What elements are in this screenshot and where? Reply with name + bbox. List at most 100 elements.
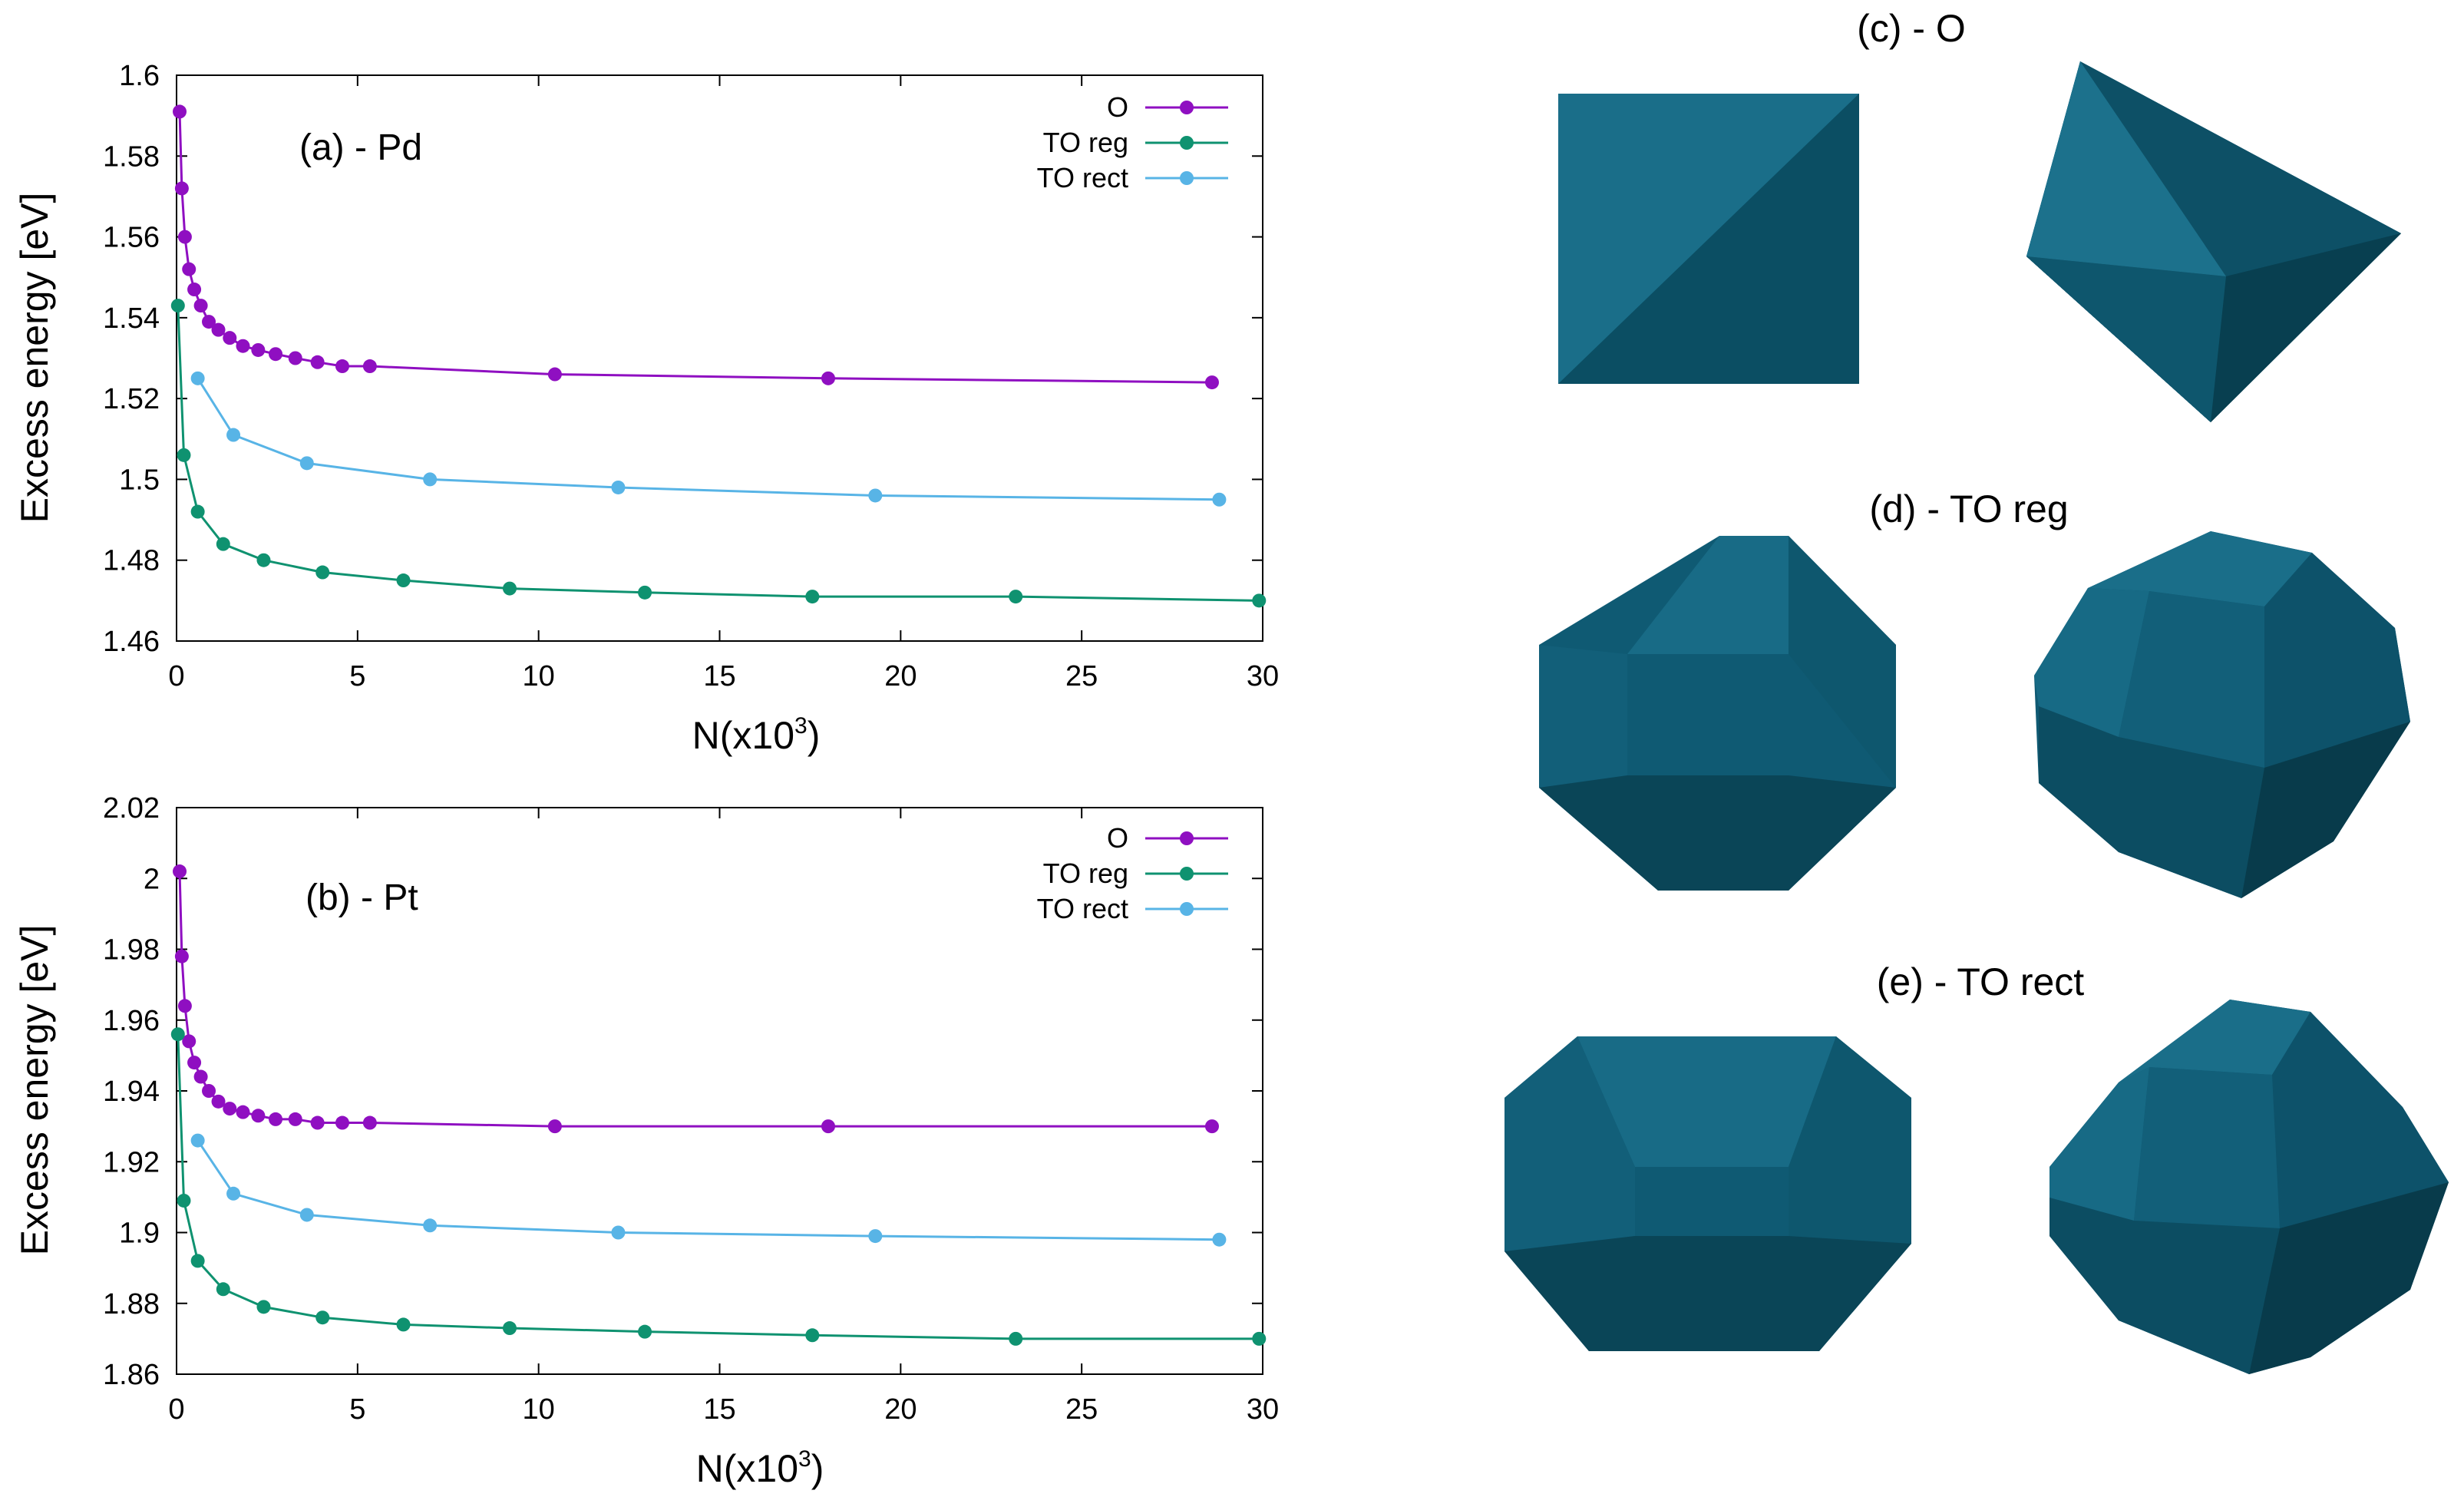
- y-tick-label: 1.48: [103, 545, 160, 577]
- to-reg-side-face-left: [2034, 588, 2149, 737]
- data-point: [310, 355, 325, 369]
- to-rect-side-face-top: [2119, 1000, 2310, 1082]
- legend-label: TO rect: [1037, 893, 1128, 924]
- data-point: [1252, 593, 1267, 608]
- x-tick-label: 0: [168, 660, 184, 692]
- chart-title: (a) - Pd: [299, 127, 422, 168]
- data-point: [868, 1229, 883, 1244]
- data-point: [211, 1094, 226, 1109]
- to-rect-front-face-rect: [1635, 1167, 1789, 1236]
- x-tick-label: 15: [703, 660, 735, 692]
- data-point: [805, 1328, 820, 1343]
- octahedron-render-front: [1558, 94, 1859, 384]
- data-point: [177, 999, 192, 1013]
- to-reg-side-face-bottom-right: [2241, 722, 2410, 898]
- x-axis-label: N(x103): [692, 713, 821, 757]
- data-point: [805, 590, 820, 604]
- y-axis-label: Excess energy [eV]: [13, 193, 56, 524]
- data-point: [236, 339, 250, 353]
- data-point: [174, 949, 189, 963]
- series-line: [197, 1139, 1220, 1241]
- to-reg-side-face-top: [2088, 531, 2312, 606]
- chart-pt: 0 5 10 15 20 25 30 1.86 1.88 1.9 1.92 1.94 1.96 1.98 2…: [13, 792, 1279, 1490]
- data-point: [638, 585, 652, 600]
- to-reg-render-front: [1539, 536, 1896, 891]
- data-point: [547, 367, 562, 382]
- legend-marker: [1180, 101, 1194, 114]
- data-point: [868, 488, 883, 503]
- data-point: [1204, 375, 1219, 390]
- y-tick-label: 1.88: [103, 1288, 160, 1320]
- data-point: [170, 299, 185, 313]
- data-point: [177, 230, 192, 244]
- data-point: [173, 864, 187, 879]
- y-tick-label: 1.52: [103, 383, 160, 415]
- legend-marker: [1180, 171, 1194, 185]
- x-tick-label: 25: [1065, 1393, 1098, 1426]
- legend-label: O: [1107, 91, 1128, 123]
- chart-title: (b) - Pt: [306, 877, 418, 918]
- data-point: [236, 1105, 250, 1119]
- y-tick-label: 2: [144, 863, 160, 895]
- y-tick-label: 1.6: [119, 60, 160, 92]
- to-rect-front-face-bottom: [1504, 1236, 1911, 1351]
- data-point: [1212, 492, 1227, 507]
- legend-label: TO reg: [1043, 127, 1128, 158]
- legend-marker: [1180, 902, 1194, 916]
- data-point: [223, 331, 237, 345]
- data-point: [251, 1109, 266, 1123]
- data-point: [299, 1208, 314, 1222]
- to-reg-render-side: [2034, 531, 2410, 898]
- data-point: [187, 1056, 202, 1070]
- x-axis-label: N(x103): [696, 1446, 824, 1490]
- data-point: [335, 1115, 349, 1130]
- data-point: [396, 1317, 411, 1332]
- data-point: [269, 1112, 283, 1126]
- data-point: [193, 1069, 208, 1084]
- x-tick-label: 20: [884, 660, 917, 692]
- octa-side-face-left-lower: [2026, 256, 2226, 422]
- y-tick-label: 1.54: [103, 302, 160, 335]
- y-tick-label: 1.96: [103, 1005, 160, 1037]
- data-point: [502, 1321, 517, 1336]
- data-point: [202, 1084, 216, 1098]
- data-point: [299, 456, 314, 471]
- render-title-to-rect: (e) - TO rect: [1877, 960, 2085, 1003]
- data-point: [190, 1133, 205, 1148]
- y-tick-label: 1.46: [103, 626, 160, 658]
- y-tick-label: 1.92: [103, 1146, 160, 1178]
- data-point: [315, 565, 330, 580]
- data-point: [611, 480, 626, 494]
- data-point: [226, 428, 241, 442]
- series-line: [177, 306, 1260, 602]
- data-point: [202, 315, 216, 329]
- data-point: [1252, 1331, 1267, 1346]
- y-axis-label: Excess energy [eV]: [13, 925, 56, 1256]
- data-point: [269, 347, 283, 362]
- data-point: [251, 342, 266, 357]
- series-line: [197, 377, 1220, 501]
- data-point: [223, 1102, 237, 1116]
- to-reg-front-face-right: [1789, 536, 1896, 788]
- render-title-o: (c) - O: [1857, 7, 1966, 50]
- data-point: [423, 1218, 438, 1233]
- data-point: [193, 299, 208, 313]
- data-point: [288, 1112, 302, 1126]
- to-rect-side-face-bottom-left: [2049, 1198, 2280, 1374]
- to-reg-front-face-square: [1627, 654, 1789, 775]
- legend-marker: [1180, 831, 1194, 845]
- data-point: [190, 504, 205, 519]
- data-point: [216, 1282, 230, 1297]
- y-tick-label: 1.98: [103, 934, 160, 967]
- x-tick-label: 5: [349, 660, 365, 692]
- y-tick-label: 1.56: [103, 222, 160, 254]
- data-point: [502, 581, 517, 596]
- octa-side-face-right-lower: [2211, 233, 2401, 422]
- data-point: [288, 351, 302, 365]
- x-tick-label: 30: [1247, 1393, 1279, 1426]
- to-rect-side-face-center: [2134, 1067, 2280, 1228]
- data-point: [315, 1310, 330, 1325]
- to-reg-side-face-center: [2119, 591, 2264, 768]
- legend-label: TO rect: [1037, 162, 1128, 193]
